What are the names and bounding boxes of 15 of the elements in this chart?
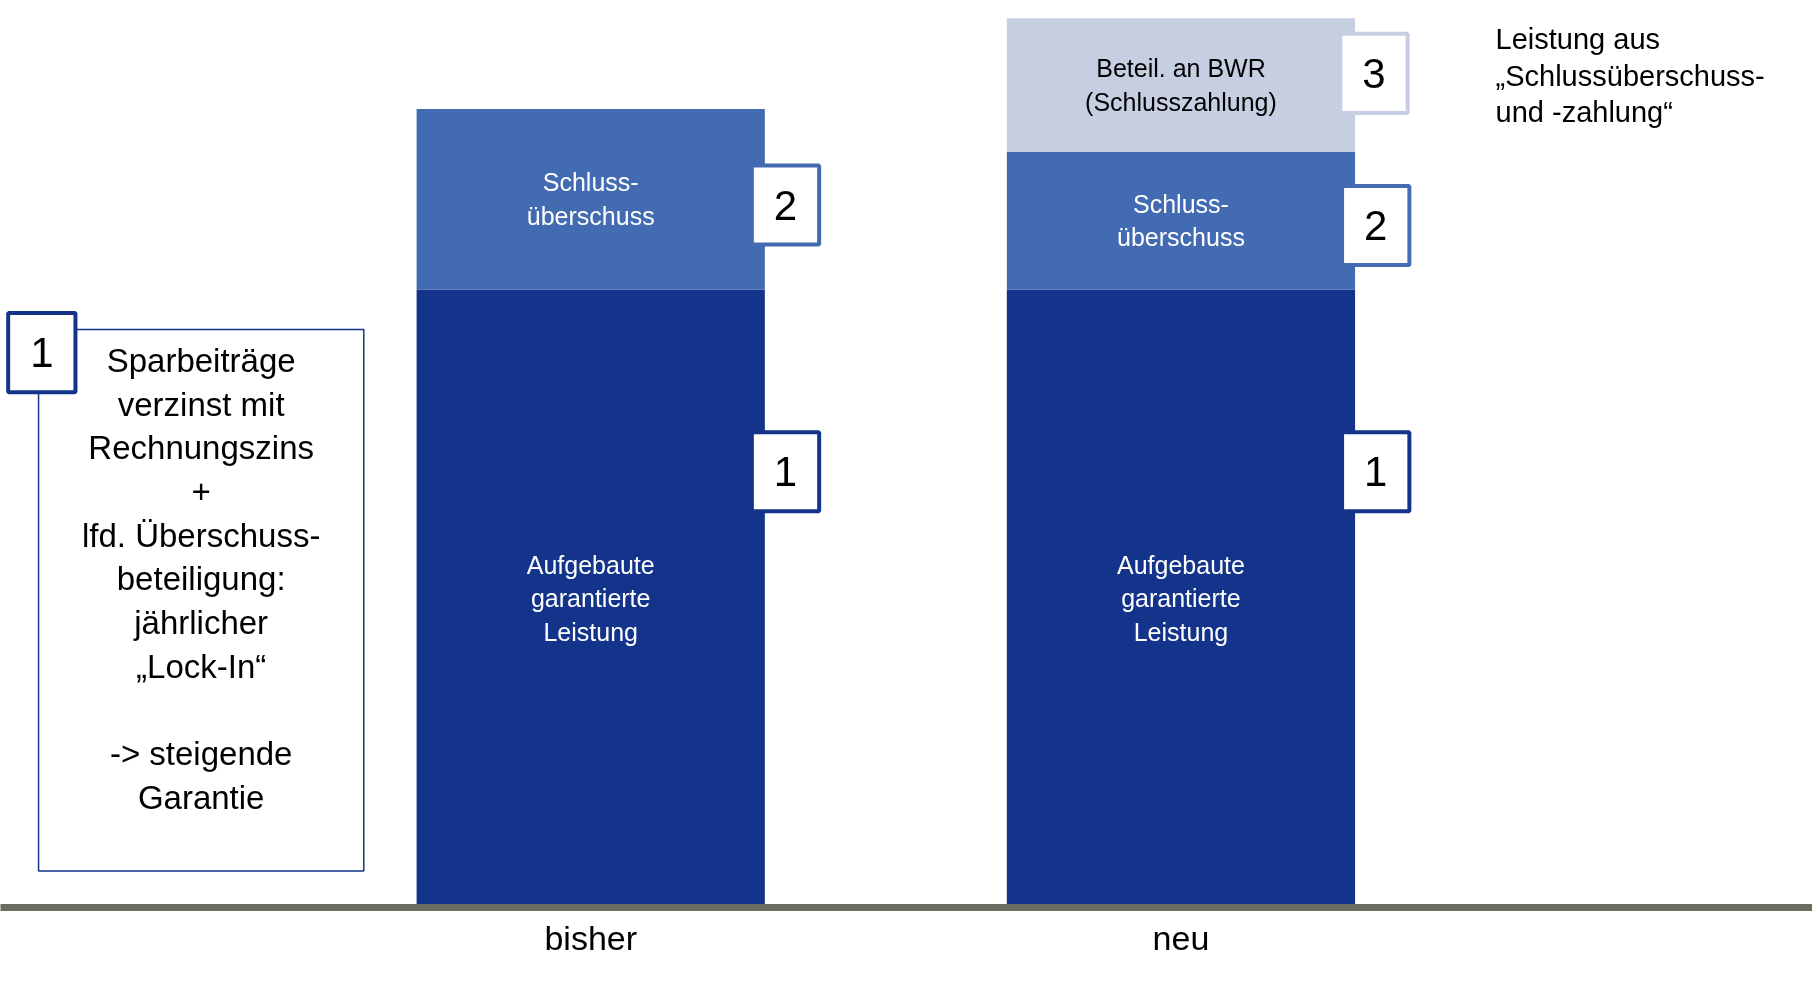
annotation: 1 <box>773 448 798 496</box>
x-tick-label: neu <box>1152 918 1210 957</box>
annotation: Leistung aus „Schlussüberschuss- und -zahlung“ <box>1495 22 1765 129</box>
annotation: 3 <box>1362 49 1386 97</box>
annotation: 1 <box>30 329 54 377</box>
text: Aufgebaute garantierte Leistung <box>526 550 655 647</box>
annotation: 2 <box>773 181 798 229</box>
x-tick-label: bisher <box>544 918 638 957</box>
annotation: 2 <box>1364 201 1388 249</box>
text: Schluss- überschuss <box>526 168 655 231</box>
annotation: 1 <box>1364 448 1388 496</box>
series-label: Schluss- überschuss <box>1117 189 1245 252</box>
series-label: Beteil. an BWR (Schlusszahlung) <box>1085 54 1277 116</box>
text: Sparbeiträge verzinst mit Rechnungszins + lfd. Überschuss- beteiligung: jährlicher „Lock-In“ -> steigende Garantie <box>81 341 321 816</box>
series-label: Aufgebaute garantierte Leistung <box>1117 550 1245 647</box>
